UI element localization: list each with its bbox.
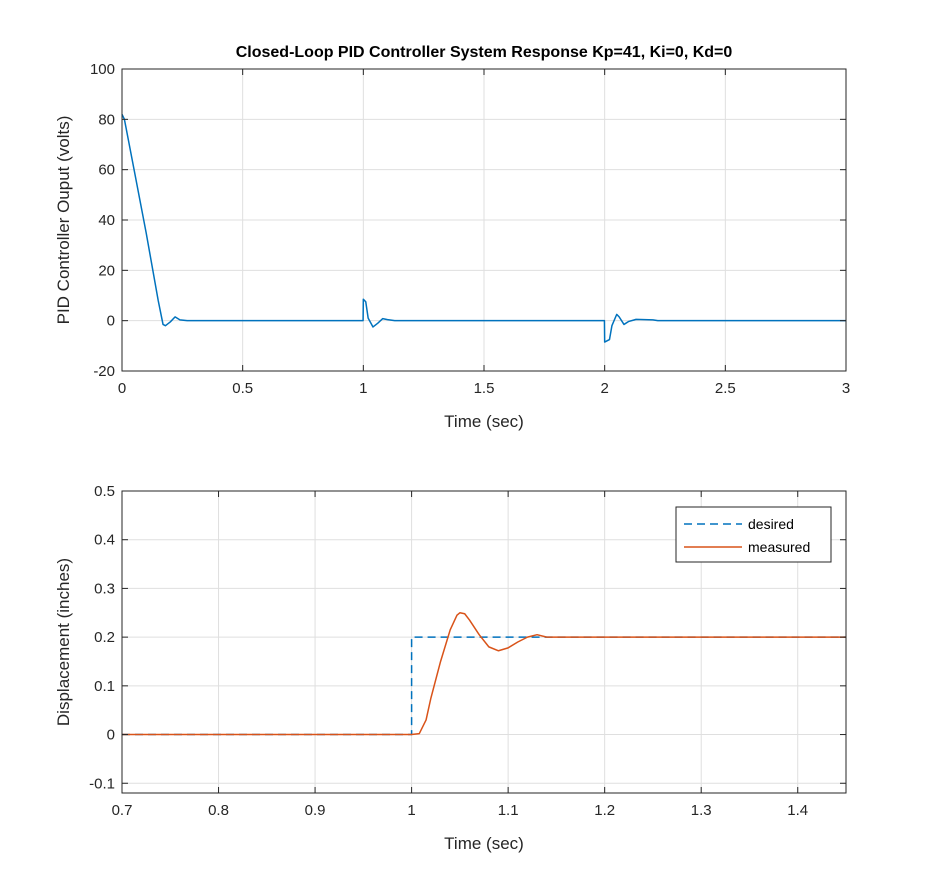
bottom-plot: 0.7 0.8 0.9 1 1.1 1.2 1.3 1.4 -0.1 0 0.1 0.2 0.3 0.4… xyxy=(54,483,847,853)
x-tick-label: 1.1 xyxy=(498,802,519,819)
top-chart-title: Closed-Loop PID Controller System Respon… xyxy=(236,44,733,61)
y-tick-label: 60 xyxy=(98,162,115,179)
y-tick-label: 0 xyxy=(107,313,115,330)
series-line-series-0 xyxy=(121,113,846,343)
x-tick-label: 1 xyxy=(407,802,415,819)
y-tick-label: -20 xyxy=(93,363,115,380)
x-tick-label: 0.9 xyxy=(305,802,326,819)
x-tick-label: 1.2 xyxy=(594,802,615,819)
bottom-axes-frame xyxy=(121,490,847,794)
x-tick-label: 0.5 xyxy=(232,380,253,397)
top-x-axis-label: Time (sec) xyxy=(444,412,524,431)
y-tick-label: 0.5 xyxy=(94,483,115,500)
legend-box xyxy=(675,506,832,563)
x-tick-label: 1.4 xyxy=(787,802,808,819)
top-y-ticks: -20 0 20 40 60 80 100 xyxy=(90,61,846,380)
x-tick-label: 0.7 xyxy=(112,802,133,819)
y-tick-label: -0.1 xyxy=(89,775,115,792)
y-tick-label: 20 xyxy=(98,262,115,279)
legend: desired measured xyxy=(675,506,832,563)
y-tick-label: 80 xyxy=(98,111,115,128)
y-tick-label: 100 xyxy=(90,61,115,78)
bottom-x-axis-label: Time (sec) xyxy=(444,834,524,853)
top-series-group xyxy=(121,113,846,343)
legend-label-desired: desired xyxy=(748,516,794,532)
x-tick-label: 1.3 xyxy=(691,802,712,819)
bottom-y-axis-label: Displacement (inches) xyxy=(54,558,73,726)
y-tick-label: 0 xyxy=(107,727,115,744)
x-tick-label: 2 xyxy=(600,380,608,397)
y-tick-label: 40 xyxy=(98,212,115,229)
y-tick-label: 0.3 xyxy=(94,580,115,597)
x-tick-label: 3 xyxy=(842,380,850,397)
top-y-axis-label: PID Controller Ouput (volts) xyxy=(54,116,73,325)
x-tick-label: 1 xyxy=(359,380,367,397)
bottom-x-ticks: 0.7 0.8 0.9 1 1.1 1.2 1.3 1.4 xyxy=(112,491,808,819)
x-tick-label: 2.5 xyxy=(715,380,736,397)
bottom-y-ticks: -0.1 0 0.1 0.2 0.3 0.4 0.5 xyxy=(89,483,846,792)
y-tick-label: 0.1 xyxy=(94,678,115,695)
x-tick-label: 0.8 xyxy=(208,802,229,819)
y-tick-label: 0.4 xyxy=(94,532,115,549)
x-tick-label: 0 xyxy=(118,380,126,397)
series-line-measured xyxy=(122,612,846,736)
bottom-series-group xyxy=(122,612,846,736)
y-tick-label: 0.2 xyxy=(94,629,115,646)
legend-label-measured: measured xyxy=(748,539,810,555)
top-x-ticks: 0 0.5 1 1.5 2 2.5 3 xyxy=(118,69,850,397)
x-tick-label: 1.5 xyxy=(474,380,495,397)
